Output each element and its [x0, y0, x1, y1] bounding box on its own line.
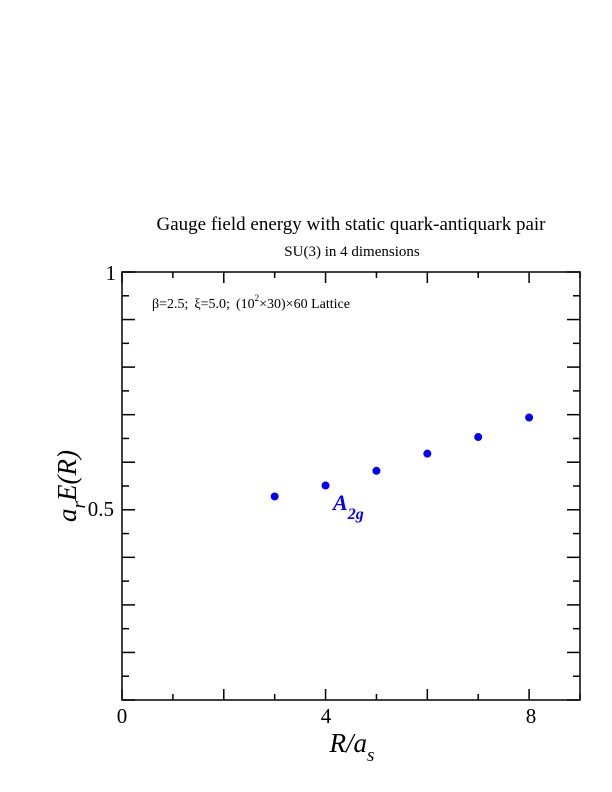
lattice-text-b: ×30)×60 Lattice	[259, 297, 350, 312]
lattice-exponent: 2	[255, 293, 260, 303]
lattice-text-a: (10	[236, 297, 255, 312]
x-axis-label: R/as	[329, 728, 375, 766]
data-point	[423, 449, 432, 458]
y-tick-label-0.5: 0.5	[88, 497, 114, 521]
y-axis-label-r: r	[69, 500, 90, 508]
chart-subtitle: SU(3) in 4 dimensions	[284, 244, 420, 260]
x-axis-label-sub: s	[367, 745, 374, 766]
x-tick-label-4: 4	[321, 704, 332, 728]
y-axis-label-a: a	[52, 508, 82, 522]
chart-title: Gauge field energy with static quark-ant…	[156, 214, 546, 235]
x-axis-label-main: R/a	[329, 728, 368, 758]
data-point	[321, 481, 330, 490]
series-label: A2g	[331, 490, 364, 523]
x-tick-label-8: 8	[526, 704, 537, 728]
beta-text: β=2.5;	[152, 297, 188, 312]
data-point	[474, 433, 483, 442]
y-axis-label-rest: E(R)	[52, 450, 82, 502]
y-tick-label-1: 1	[106, 261, 117, 285]
xi-text: ξ=5.0;	[194, 297, 230, 312]
data-points	[270, 413, 534, 501]
data-point	[270, 492, 279, 501]
data-point	[525, 413, 534, 422]
y-axis-label: arE(R)	[52, 450, 90, 522]
plot-frame	[121, 271, 581, 701]
x-tick-label-0: 0	[117, 704, 128, 728]
lattice-annotation: β=2.5; ξ=5.0; (102×30)×60 Lattice	[152, 293, 350, 312]
data-point	[372, 466, 381, 475]
axis-ticks	[121, 271, 581, 701]
series-label-sub: 2g	[347, 506, 364, 523]
series-label-main: A	[331, 490, 348, 515]
